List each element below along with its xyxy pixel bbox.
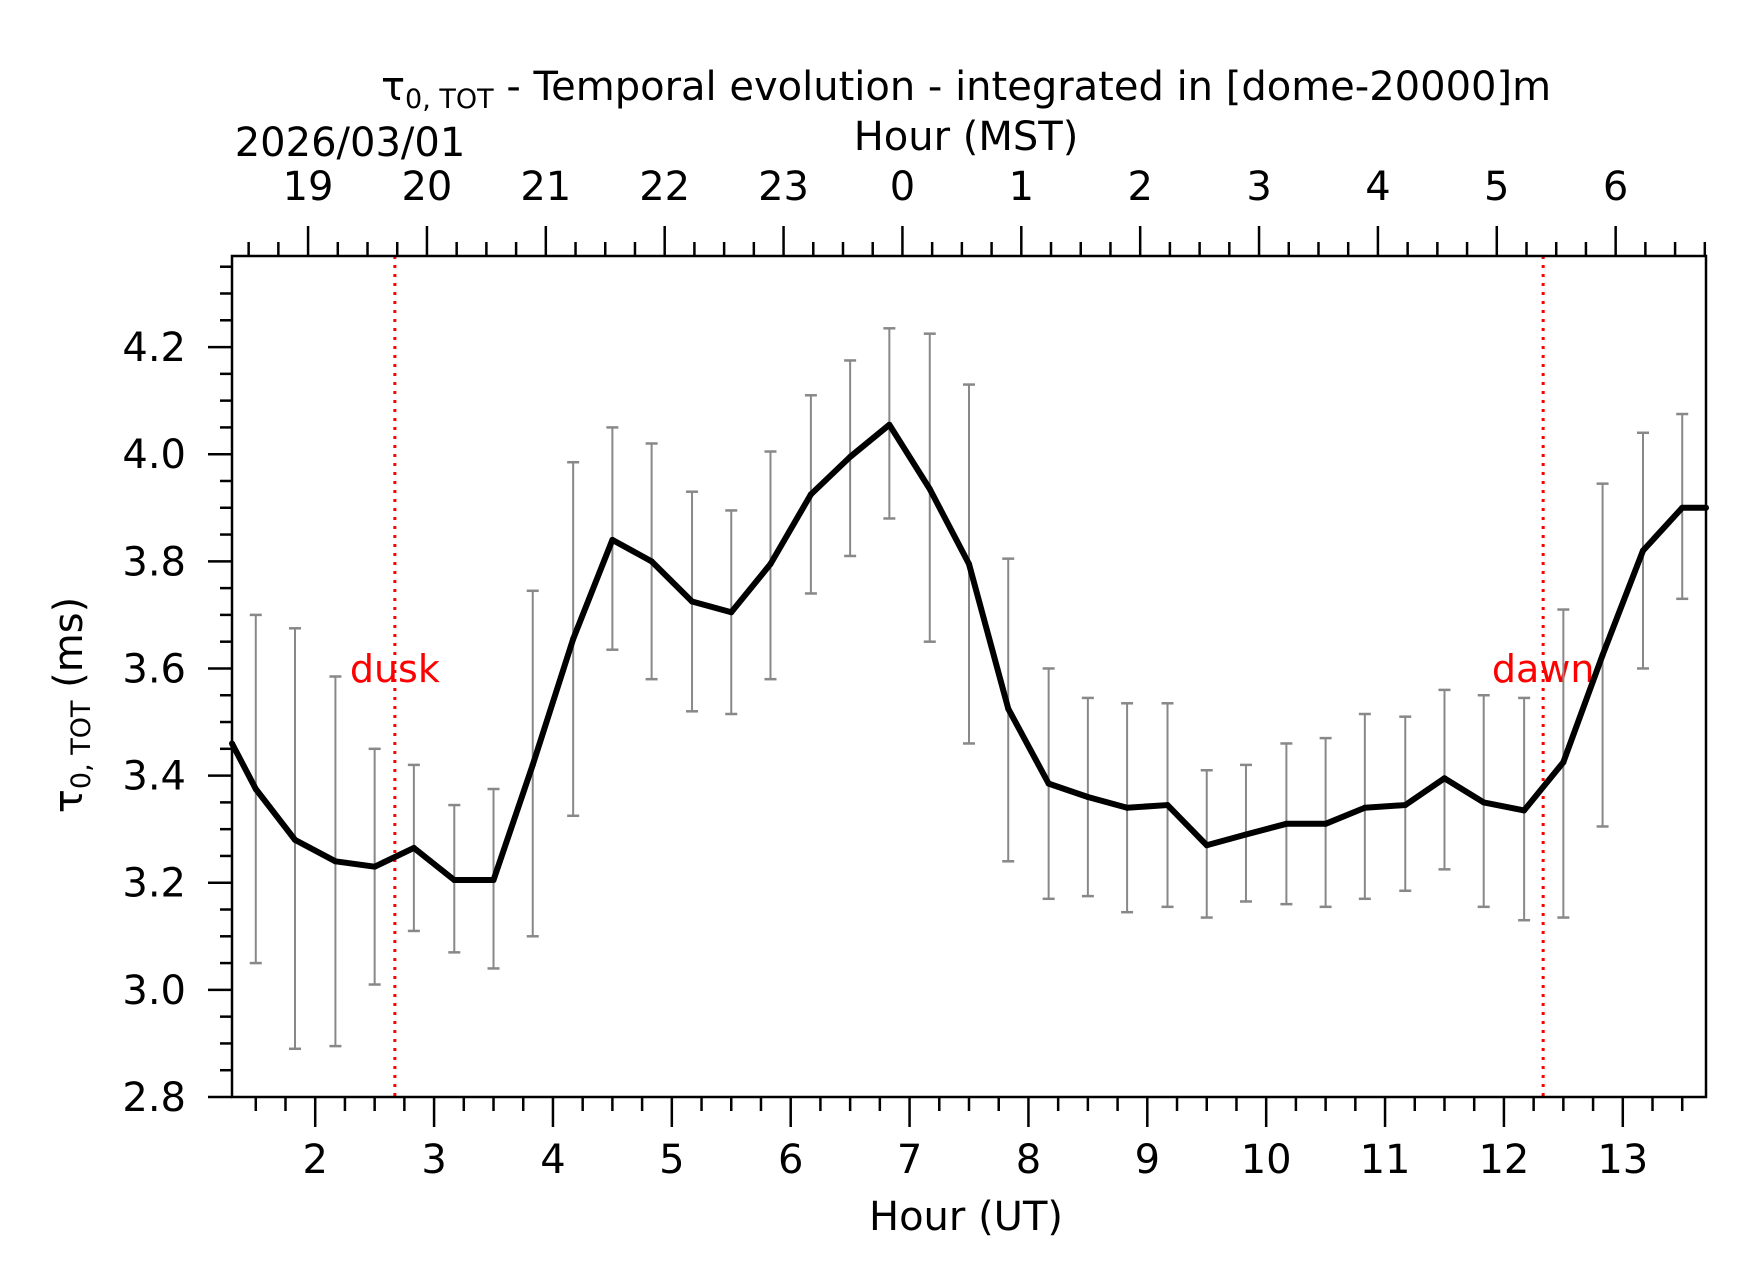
svg-text:τ0, TOT - Temporal evolution -: τ0, TOT - Temporal evolution - integrate… [381, 64, 1551, 115]
data-point [1242, 831, 1249, 838]
x-tick-label: 4 [540, 1137, 565, 1183]
svg-text:τ0, TOT (ms): τ0, TOT (ms) [46, 597, 97, 813]
data-point [490, 877, 497, 884]
top-axis-label: Hour (MST) [854, 114, 1079, 160]
y-axis-label: τ0, TOT (ms) [46, 597, 97, 813]
y-tick-label: 3.0 [122, 968, 186, 1014]
x-tick-label: 3 [421, 1137, 446, 1183]
x-tick-label: 2 [302, 1137, 327, 1183]
x-tick-label: 12 [1478, 1137, 1529, 1183]
top-tick-label: 3 [1246, 164, 1271, 210]
data-point [767, 561, 774, 568]
data-point [252, 785, 259, 792]
x-axis-label: Hour (UT) [869, 1194, 1063, 1240]
data-point [410, 844, 417, 851]
ylabel-symbol: τ [46, 789, 92, 813]
data-point [1599, 652, 1606, 659]
x-tick-label: 9 [1135, 1137, 1160, 1183]
top-tick-label: 1 [1009, 164, 1034, 210]
top-tick-label: 0 [890, 164, 915, 210]
top-tick-label: 2 [1127, 164, 1152, 210]
y-tick-label: 3.4 [122, 754, 186, 800]
dawn-label: dawn [1492, 647, 1595, 691]
data-point [1124, 804, 1131, 811]
axes: 2.83.03.23.43.63.84.04.22 3 4 5 6 7 8 9 10 11 12 13… [122, 164, 1708, 1183]
title-subscript: 0, TOT [405, 84, 494, 115]
data-point [1164, 802, 1171, 809]
y-tick-label: 3.6 [122, 646, 186, 692]
data-point [1521, 807, 1528, 814]
data-point [1322, 820, 1329, 827]
data-point [609, 536, 616, 543]
y-tick-label: 2.8 [122, 1075, 186, 1121]
title-symbol: τ [381, 64, 405, 110]
y-tick-label: 3.2 [122, 861, 186, 907]
data-point [1005, 705, 1012, 712]
data-point [1203, 842, 1210, 849]
y-tick-label: 4.0 [122, 432, 186, 478]
data-point [1402, 802, 1409, 809]
x-tick-label: 10 [1241, 1137, 1292, 1183]
x-tick-label: 7 [897, 1137, 922, 1183]
data-point [966, 561, 972, 568]
data-point [1084, 794, 1091, 801]
data-point [689, 598, 696, 605]
data-point [1560, 759, 1567, 766]
top-tick-label: 20 [401, 164, 452, 210]
data-point [1045, 780, 1052, 787]
twilight-markers: dusk dawn [350, 256, 1595, 1097]
x-tick-label: 6 [778, 1137, 803, 1183]
ylabel-rest: (ms) [46, 597, 92, 701]
x-tick-label: 11 [1360, 1137, 1411, 1183]
ylabel-subscript: 0, TOT [66, 700, 97, 789]
data-point [886, 421, 893, 428]
data-point [807, 491, 814, 498]
data-point [728, 609, 735, 616]
series-layer [229, 421, 1709, 884]
data-point [1679, 504, 1686, 511]
top-tick-label: 4 [1365, 164, 1390, 210]
top-tick-label: 23 [758, 164, 809, 210]
data-point [1480, 799, 1487, 806]
data-point [292, 836, 299, 843]
top-tick-label: 19 [283, 164, 334, 210]
error-bars [249, 327, 1689, 1051]
data-point [570, 636, 577, 643]
x-tick-label: 8 [1016, 1137, 1041, 1183]
data-point [1639, 547, 1646, 554]
chart-title: τ0, TOT - Temporal evolution - integrate… [381, 64, 1551, 115]
top-tick-label: 5 [1484, 164, 1509, 210]
data-point [648, 558, 655, 565]
data-point [1361, 804, 1368, 811]
top-tick-label: 6 [1603, 164, 1628, 210]
data-point [451, 877, 458, 884]
y-tick-label: 3.8 [122, 539, 186, 585]
data-point [371, 863, 378, 870]
data-point [1441, 775, 1448, 782]
x-tick-label: 13 [1597, 1137, 1648, 1183]
y-tick-label: 4.2 [122, 325, 186, 371]
title-rest: - Temporal evolution - integrated in [do… [494, 64, 1551, 110]
data-point [332, 858, 339, 865]
date-label: 2026/03/01 [235, 120, 466, 166]
data-point [847, 453, 854, 460]
x-tick-label: 5 [659, 1137, 684, 1183]
data-point [529, 761, 536, 768]
data-point [1283, 820, 1290, 827]
data-point [926, 486, 933, 493]
top-tick-label: 21 [520, 164, 571, 210]
top-tick-label: 22 [639, 164, 690, 210]
dusk-label: dusk [350, 647, 440, 691]
